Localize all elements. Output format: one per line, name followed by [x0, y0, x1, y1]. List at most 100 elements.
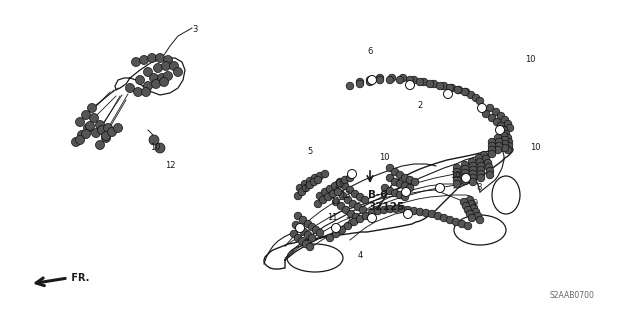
- Text: 1: 1: [302, 186, 308, 195]
- Circle shape: [90, 114, 99, 122]
- Circle shape: [461, 88, 468, 96]
- Circle shape: [316, 192, 324, 200]
- Circle shape: [454, 86, 462, 94]
- Circle shape: [440, 82, 448, 90]
- Circle shape: [143, 81, 152, 91]
- Circle shape: [398, 205, 406, 213]
- Circle shape: [125, 84, 134, 93]
- Circle shape: [410, 207, 418, 215]
- Circle shape: [310, 178, 318, 186]
- Circle shape: [453, 164, 461, 172]
- Circle shape: [152, 79, 161, 88]
- Circle shape: [391, 178, 399, 186]
- Circle shape: [494, 146, 502, 154]
- Circle shape: [506, 124, 514, 132]
- Circle shape: [381, 184, 389, 192]
- Circle shape: [324, 193, 332, 201]
- Circle shape: [486, 167, 494, 175]
- Circle shape: [403, 210, 413, 219]
- Circle shape: [396, 180, 404, 188]
- Circle shape: [367, 76, 376, 85]
- Circle shape: [326, 185, 334, 193]
- Circle shape: [81, 110, 90, 120]
- Text: 8: 8: [476, 183, 482, 192]
- Circle shape: [461, 169, 468, 177]
- Circle shape: [495, 142, 503, 150]
- Circle shape: [468, 214, 476, 222]
- Circle shape: [468, 200, 476, 208]
- Circle shape: [426, 80, 434, 88]
- Circle shape: [173, 68, 182, 77]
- Circle shape: [475, 154, 483, 162]
- Circle shape: [326, 234, 334, 242]
- Circle shape: [350, 218, 358, 226]
- Circle shape: [461, 165, 468, 173]
- Circle shape: [294, 192, 302, 200]
- Circle shape: [502, 130, 510, 138]
- Circle shape: [308, 234, 316, 242]
- Circle shape: [374, 207, 382, 215]
- Circle shape: [338, 226, 346, 234]
- Circle shape: [314, 176, 322, 184]
- Circle shape: [501, 116, 509, 124]
- Circle shape: [290, 230, 298, 238]
- Circle shape: [321, 170, 329, 178]
- Circle shape: [461, 173, 468, 181]
- Circle shape: [391, 168, 399, 176]
- Circle shape: [362, 212, 370, 220]
- Circle shape: [359, 206, 367, 214]
- Circle shape: [141, 87, 150, 97]
- Circle shape: [308, 223, 316, 231]
- Text: 11: 11: [327, 213, 337, 222]
- Circle shape: [501, 144, 509, 152]
- Text: 10: 10: [530, 144, 540, 152]
- Circle shape: [332, 182, 339, 190]
- Circle shape: [332, 198, 340, 206]
- Circle shape: [466, 210, 474, 218]
- Circle shape: [401, 188, 410, 197]
- Circle shape: [497, 122, 505, 130]
- Circle shape: [461, 161, 468, 169]
- Circle shape: [296, 184, 304, 192]
- Circle shape: [453, 168, 461, 176]
- Text: 13: 13: [340, 190, 350, 199]
- Circle shape: [346, 174, 354, 182]
- Circle shape: [470, 204, 478, 212]
- Text: 7: 7: [346, 218, 351, 226]
- Circle shape: [391, 189, 399, 197]
- Circle shape: [434, 212, 442, 220]
- Circle shape: [401, 174, 409, 182]
- Circle shape: [316, 172, 324, 180]
- Circle shape: [462, 88, 470, 96]
- Circle shape: [501, 136, 509, 144]
- Text: 9: 9: [472, 198, 477, 207]
- Circle shape: [488, 150, 496, 158]
- Circle shape: [339, 192, 347, 200]
- Circle shape: [376, 76, 384, 84]
- Circle shape: [466, 196, 474, 204]
- Circle shape: [464, 222, 472, 230]
- Circle shape: [332, 224, 340, 233]
- Circle shape: [386, 174, 394, 182]
- Circle shape: [406, 76, 414, 84]
- Circle shape: [108, 128, 116, 137]
- Circle shape: [366, 78, 374, 86]
- Circle shape: [292, 221, 300, 229]
- Circle shape: [155, 143, 165, 153]
- Circle shape: [504, 120, 512, 128]
- Circle shape: [386, 164, 394, 172]
- Circle shape: [347, 210, 355, 218]
- Circle shape: [406, 176, 414, 184]
- Text: FR.: FR.: [68, 273, 90, 283]
- Circle shape: [81, 130, 90, 138]
- Text: 11: 11: [333, 181, 343, 189]
- Circle shape: [368, 209, 376, 217]
- Circle shape: [396, 76, 404, 84]
- Circle shape: [504, 134, 512, 142]
- Circle shape: [467, 91, 475, 99]
- Circle shape: [344, 196, 352, 204]
- Circle shape: [161, 62, 170, 70]
- Circle shape: [420, 78, 428, 86]
- Circle shape: [294, 234, 302, 242]
- Circle shape: [356, 78, 364, 86]
